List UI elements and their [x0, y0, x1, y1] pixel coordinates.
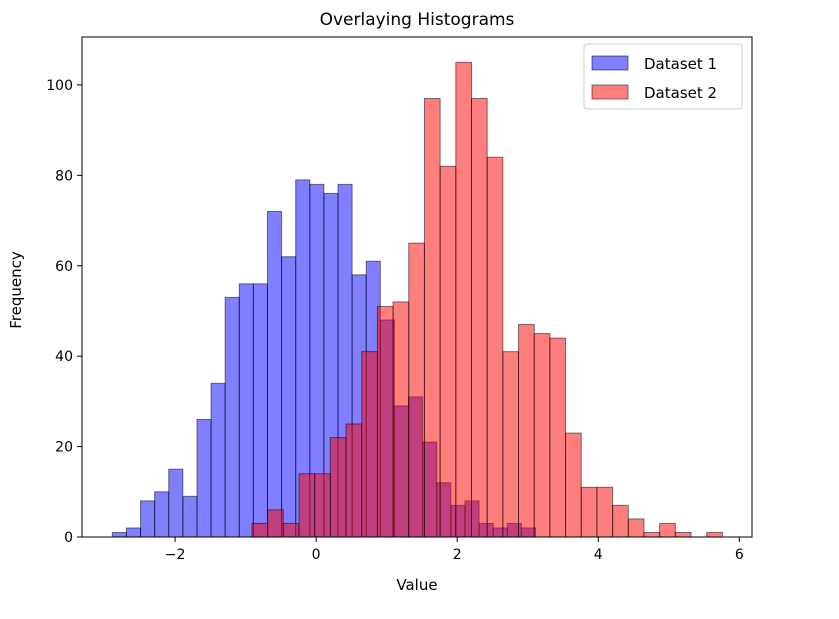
chart-title: Overlaying Histograms	[320, 10, 515, 30]
histogram-bar-dataset-2	[470, 97, 488, 538]
histogram-bar-dataset-1	[154, 491, 170, 538]
histogram-bar-dataset-2	[282, 522, 300, 538]
histogram-bar-dataset-2	[580, 486, 598, 538]
histogram-bar-dataset-2	[314, 473, 331, 538]
histogram-bar-dataset-2	[706, 531, 723, 538]
x-tick-label: 4	[594, 547, 603, 563]
histogram-bar-dataset-2	[361, 351, 378, 538]
histogram-bar-dataset-2	[502, 351, 520, 538]
histogram-bar-dataset-1	[224, 296, 240, 538]
histogram-bar-dataset-1	[140, 500, 156, 538]
histogram-bar-dataset-2	[329, 437, 347, 538]
legend-swatch-dataset-2	[591, 84, 629, 100]
y-tick-label: 60	[55, 259, 73, 275]
x-tick-label: 2	[453, 547, 462, 563]
histogram-bar-dataset-2	[345, 423, 363, 538]
y-axis-label: Frequency	[7, 251, 25, 329]
histogram-bar-dataset-2	[455, 61, 472, 538]
histogram-bar-dataset-1	[168, 468, 184, 538]
plot-frame	[81, 36, 753, 538]
legend: Dataset 1 Dataset 2	[583, 43, 743, 110]
x-tick-label: −2	[165, 547, 186, 563]
histogram-bar-dataset-1	[266, 211, 283, 538]
histogram-bar-dataset-1	[281, 256, 297, 538]
histogram-bar-dataset-2	[486, 156, 504, 538]
histogram-bar-dataset-2	[408, 242, 425, 538]
histogram-bar-dataset-1	[125, 527, 142, 538]
legend-label-dataset-2: Dataset 2	[644, 84, 717, 102]
histogram-bar-dataset-2	[267, 509, 284, 538]
histogram-bar-dataset-2	[565, 432, 582, 538]
histogram-bar-dataset-1	[111, 531, 127, 538]
x-axis-label: Value	[396, 576, 437, 594]
histogram-bar-dataset-1	[182, 495, 198, 538]
histogram-bar-dataset-2	[518, 324, 535, 538]
histogram-bar-dataset-1	[252, 283, 268, 538]
y-tick-label: 80	[55, 168, 73, 184]
histogram-bar-dataset-2	[376, 305, 394, 538]
histogram-bar-dataset-2	[659, 522, 676, 538]
y-tick-label: 0	[64, 530, 73, 546]
histogram-bar-dataset-1	[238, 283, 254, 538]
histogram-bar-dataset-2	[298, 473, 316, 538]
histogram-bar-dataset-2	[643, 531, 661, 538]
y-tick-label: 100	[46, 78, 73, 94]
legend-swatch-dataset-1	[591, 55, 629, 71]
histogram-bar-dataset-2	[251, 522, 269, 538]
legend-label-dataset-1: Dataset 1	[644, 55, 717, 73]
histogram-bar-dataset-1	[210, 382, 226, 538]
histogram-bar-dataset-2	[549, 337, 567, 538]
histogram-bar-dataset-2	[612, 504, 629, 538]
y-tick-label: 40	[55, 349, 73, 365]
x-tick-label: 6	[735, 547, 744, 563]
histogram-bar-dataset-2	[423, 97, 441, 538]
histogram-bar-dataset-2	[392, 301, 410, 538]
y-tick-label: 20	[55, 440, 73, 456]
histogram-bar-dataset-2	[439, 165, 457, 538]
x-tick-label: 0	[312, 547, 321, 563]
histogram-bar-dataset-1	[196, 418, 212, 538]
histogram-bar-dataset-2	[596, 486, 614, 538]
histogram-bar-dataset-2	[627, 518, 645, 538]
histogram-bar-dataset-2	[533, 333, 551, 538]
histogram-bar-dataset-2	[674, 531, 692, 538]
